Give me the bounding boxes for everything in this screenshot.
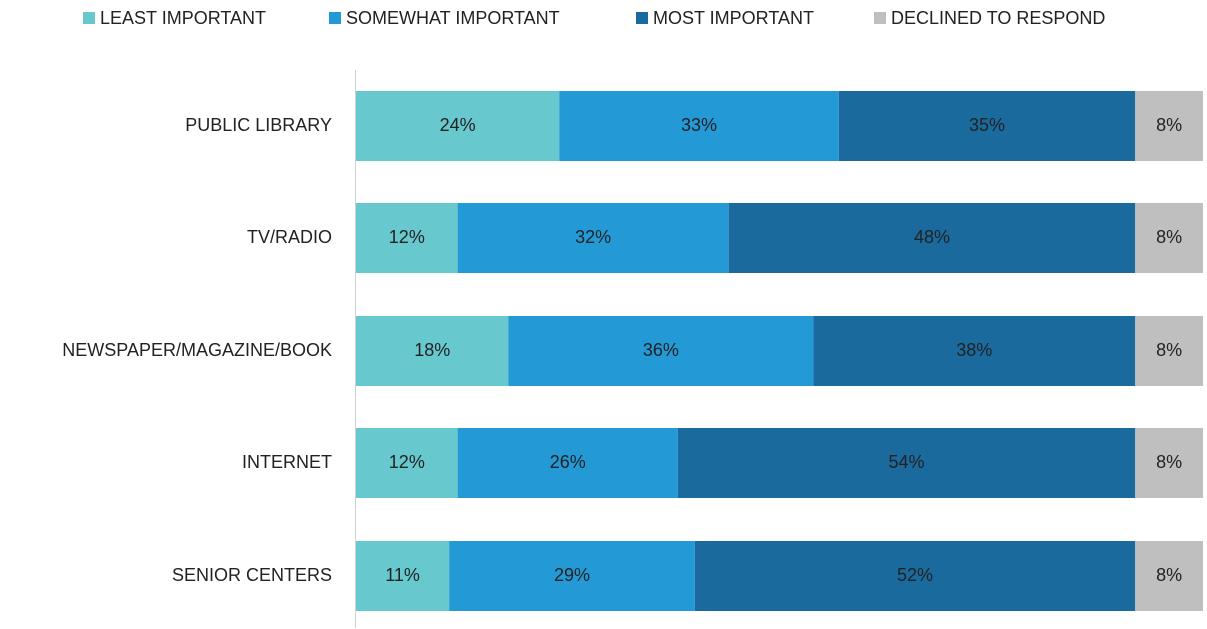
bar-segment xyxy=(813,316,1136,386)
legend-label: LEAST IMPORTANT xyxy=(100,8,266,28)
legend-swatch xyxy=(636,12,648,24)
value-label: 8% xyxy=(1156,340,1182,360)
value-label: 38% xyxy=(956,340,992,360)
bar-segment xyxy=(356,541,450,611)
bar-segment xyxy=(1135,428,1203,498)
bar-segment xyxy=(559,91,839,161)
value-label: 36% xyxy=(643,340,679,360)
value-label: 24% xyxy=(440,115,476,135)
bar-segment xyxy=(356,428,458,498)
value-label: 8% xyxy=(1156,452,1182,472)
legend-swatch xyxy=(329,12,341,24)
bar-segment xyxy=(457,428,678,498)
legend-label: SOMEWHAT IMPORTANT xyxy=(346,8,560,28)
bar-segment xyxy=(694,541,1136,611)
bar-segment xyxy=(1135,316,1203,386)
value-label: 8% xyxy=(1156,565,1182,585)
value-label: 12% xyxy=(389,227,425,247)
bar-segment xyxy=(838,91,1136,161)
value-label: 29% xyxy=(554,565,590,585)
category-label: SENIOR CENTERS xyxy=(172,565,332,585)
bar-segment xyxy=(508,316,814,386)
value-label: 8% xyxy=(1156,115,1182,135)
value-label: 54% xyxy=(889,452,925,472)
value-label: 48% xyxy=(914,227,950,247)
category-label: NEWSPAPER/MAGAZINE/BOOK xyxy=(62,340,332,360)
category-label: PUBLIC LIBRARY xyxy=(185,115,332,135)
value-label: 8% xyxy=(1156,227,1182,247)
bar-segment xyxy=(1135,541,1203,611)
category-label: TV/RADIO xyxy=(247,227,332,247)
bar-segment xyxy=(1135,203,1203,273)
value-label: 33% xyxy=(681,115,717,135)
legend-swatch xyxy=(874,12,886,24)
value-label: 11% xyxy=(385,565,420,585)
value-label: 35% xyxy=(969,115,1005,135)
bar-segment xyxy=(1135,91,1203,161)
category-label: INTERNET xyxy=(242,452,332,472)
value-label: 26% xyxy=(550,452,586,472)
legend-label: DECLINED TO RESPOND xyxy=(891,8,1105,28)
value-label: 32% xyxy=(575,227,611,247)
bar-segment xyxy=(728,203,1136,273)
value-label: 18% xyxy=(414,340,450,360)
legend-swatch xyxy=(83,12,95,24)
value-label: 12% xyxy=(389,452,425,472)
bar-segment xyxy=(356,316,509,386)
bar-segment xyxy=(356,203,458,273)
bar-segment xyxy=(457,203,729,273)
bar-segment xyxy=(677,428,1136,498)
bar-segment xyxy=(356,91,560,161)
legend-label: MOST IMPORTANT xyxy=(653,8,814,28)
bar-segment xyxy=(449,541,695,611)
value-label: 52% xyxy=(897,565,933,585)
